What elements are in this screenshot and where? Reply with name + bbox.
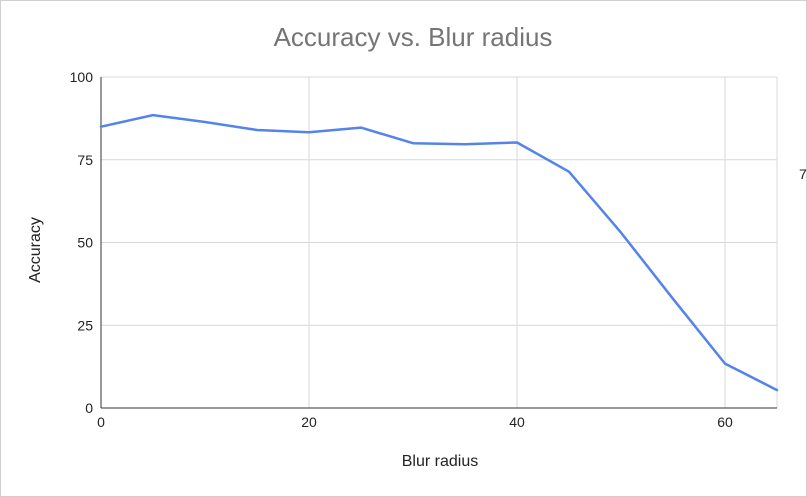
y-tick-label: 0 bbox=[85, 400, 93, 416]
y-tick-label: 75 bbox=[77, 152, 93, 168]
y-tick-label: 25 bbox=[77, 317, 93, 333]
y-tick-label: 100 bbox=[70, 69, 94, 85]
x-axis-title: Blur radius bbox=[401, 453, 479, 470]
clipped-edge-label: 7 bbox=[799, 166, 807, 182]
x-tick-label: 0 bbox=[97, 414, 105, 430]
x-tick-label: 60 bbox=[717, 414, 733, 430]
series-line bbox=[99, 113, 779, 392]
x-tick-label: 40 bbox=[509, 414, 525, 430]
chart-title: Accuracy vs. Blur radius bbox=[273, 22, 553, 52]
x-tick-label: 20 bbox=[301, 414, 317, 430]
y-tick-label: 50 bbox=[77, 235, 93, 251]
